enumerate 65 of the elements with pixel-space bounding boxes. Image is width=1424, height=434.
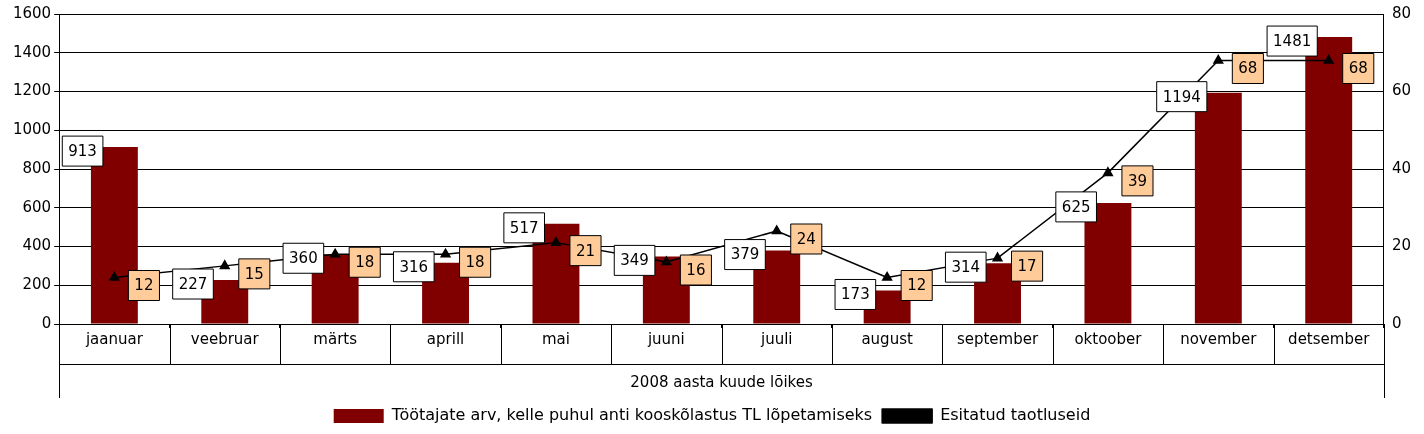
data-label: 15 (244, 264, 264, 283)
data-label: 68 (1348, 59, 1368, 78)
point (550, 236, 562, 246)
y-tick-label: 1000 (12, 120, 52, 139)
x-tick-label: august (861, 329, 913, 348)
legend-label: Esitatud taotluseid (940, 405, 1091, 425)
x-tick-label: jaanuar (84, 329, 144, 348)
data-label: 18 (355, 253, 375, 272)
data-label: 68 (1238, 59, 1258, 78)
y2-tick-label: 20 (1391, 236, 1412, 255)
point (882, 271, 893, 281)
y-tick-label: 400 (22, 236, 52, 255)
y-tick-label: 600 (22, 197, 52, 216)
point (109, 271, 120, 281)
data-label: 314 (951, 258, 981, 277)
data-label: 1481 (1273, 31, 1312, 50)
point (1213, 54, 1224, 64)
data-label: 173 (841, 285, 870, 304)
x-tick-label: detsember (1288, 329, 1371, 348)
data-label: 625 (1061, 197, 1091, 216)
data-label: 316 (399, 257, 429, 276)
y-tick-label: 1200 (12, 81, 52, 100)
data-label: 913 (68, 142, 97, 160)
x-tick-label: märts (313, 329, 358, 348)
data-label: 12 (907, 276, 927, 295)
y-tick-label: 0 (41, 313, 52, 332)
y-tick-label: 200 (22, 275, 52, 294)
y2-tick-label: 60 (1391, 81, 1412, 100)
x-tick-label: september (956, 329, 1039, 348)
point (1323, 54, 1334, 64)
data-label: 17 (1017, 257, 1037, 276)
x-tick-label: mai (541, 329, 570, 348)
data-label: 18 (465, 253, 485, 272)
point (1102, 167, 1114, 177)
y-tick-label: 1600 (12, 3, 52, 22)
y2-tick-label: 0 (1391, 313, 1402, 332)
data-label: 349 (620, 251, 649, 270)
x-tick-label: juuli (759, 329, 793, 348)
data-label: 16 (686, 260, 706, 279)
point (219, 260, 230, 270)
point (771, 225, 782, 235)
y2-tick-label: 40 (1391, 158, 1412, 177)
x-tick-label: aprill (426, 329, 465, 348)
data-label: 379 (730, 245, 760, 264)
data-label: 39 (1127, 171, 1148, 190)
data-label: 1194 (1162, 87, 1201, 106)
x-tick-label: juuni (646, 329, 685, 348)
data-label: 24 (796, 229, 816, 248)
data-label: 227 (178, 274, 208, 293)
point (440, 248, 451, 258)
x-axis-title: 2008 aasta kuude lõikes (630, 372, 813, 391)
point (992, 252, 1003, 262)
y2-tick-label: 80 (1391, 3, 1412, 22)
point (330, 248, 341, 258)
x-tick-label: oktoober (1074, 329, 1143, 348)
x-tick-label: november (1180, 329, 1258, 348)
data-label: 12 (134, 276, 154, 295)
data-label: 21 (575, 241, 596, 260)
data-label: 517 (509, 218, 539, 237)
point (661, 256, 672, 266)
legend-label: Töötajate arv, kelle puhul anti kooskõlastus TL lõpetamiseks (390, 405, 873, 425)
y-tick-label: 800 (22, 158, 52, 177)
y-tick-label: 1400 (12, 42, 52, 61)
data-label: 360 (289, 249, 318, 268)
x-tick-label: veebruar (190, 329, 260, 348)
